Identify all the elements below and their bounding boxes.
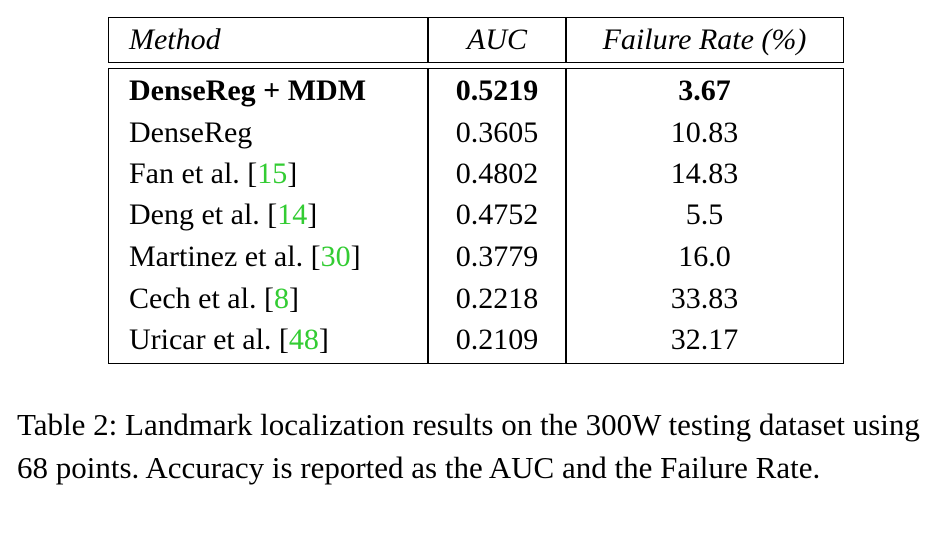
failure-rate-cell: 5.5 — [685, 198, 724, 231]
auc-cell: 0.3779 — [455, 240, 539, 273]
auc-cell: 0.2109 — [455, 323, 539, 356]
header-auc: AUC — [467, 23, 527, 56]
column-divider — [565, 18, 567, 62]
failure-rate-cell: 14.83 — [670, 157, 739, 190]
auc-cell: 0.4802 — [455, 157, 539, 190]
table-row: Deng et al. [14] 0.4752 5.5 — [109, 194, 842, 236]
table-row: Fan et al. [15] 0.4802 14.83 — [109, 153, 842, 195]
header-method: Method — [129, 23, 221, 56]
method-cell: Fan et al. [15] — [129, 157, 298, 190]
failure-rate-cell: 10.83 — [670, 116, 739, 149]
failure-rate-cell: 33.83 — [670, 282, 739, 315]
table-row: Cech et al. [8] 0.2218 33.83 — [109, 278, 842, 320]
column-divider — [565, 69, 567, 363]
auc-cell: 0.5219 — [455, 74, 539, 107]
table-row: DenseReg 0.3605 10.83 — [109, 112, 842, 154]
table-row: Uricar et al. [48] 0.2109 32.17 — [109, 319, 842, 361]
method-cell: DenseReg + MDM — [129, 74, 367, 107]
auc-cell: 0.2218 — [455, 282, 539, 315]
column-divider — [427, 18, 429, 62]
citation-link[interactable]: 8 — [273, 282, 289, 315]
citation-link[interactable]: 15 — [257, 157, 288, 190]
method-cell: DenseReg — [129, 116, 253, 149]
table-row: Martinez et al. [30] 0.3779 16.0 — [109, 236, 842, 278]
failure-rate-cell: 16.0 — [678, 240, 731, 273]
header-failure-rate: Failure Rate (%) — [602, 23, 807, 56]
table-header: Method AUC Failure Rate (%) — [108, 17, 844, 63]
auc-cell: 0.4752 — [455, 198, 539, 231]
citation-link[interactable]: 48 — [288, 323, 319, 356]
citation-link[interactable]: 30 — [320, 240, 351, 273]
failure-rate-cell: 3.67 — [678, 74, 731, 107]
method-cell: Deng et al. [14] — [129, 198, 318, 231]
method-cell: Cech et al. [8] — [129, 282, 299, 315]
table-row: DenseReg + MDM 0.5219 3.67 — [109, 70, 842, 112]
failure-rate-cell: 32.17 — [670, 323, 739, 356]
auc-cell: 0.3605 — [455, 116, 539, 149]
table-body: DenseReg + MDM 0.5219 3.67 DenseReg 0.36… — [108, 68, 844, 364]
table-caption: Table 2: Landmark localization results o… — [17, 407, 920, 485]
method-cell: Uricar et al. [48] — [129, 323, 329, 356]
column-divider — [427, 69, 429, 363]
method-cell: Martinez et al. [30] — [129, 240, 361, 273]
citation-link[interactable]: 14 — [277, 198, 308, 231]
